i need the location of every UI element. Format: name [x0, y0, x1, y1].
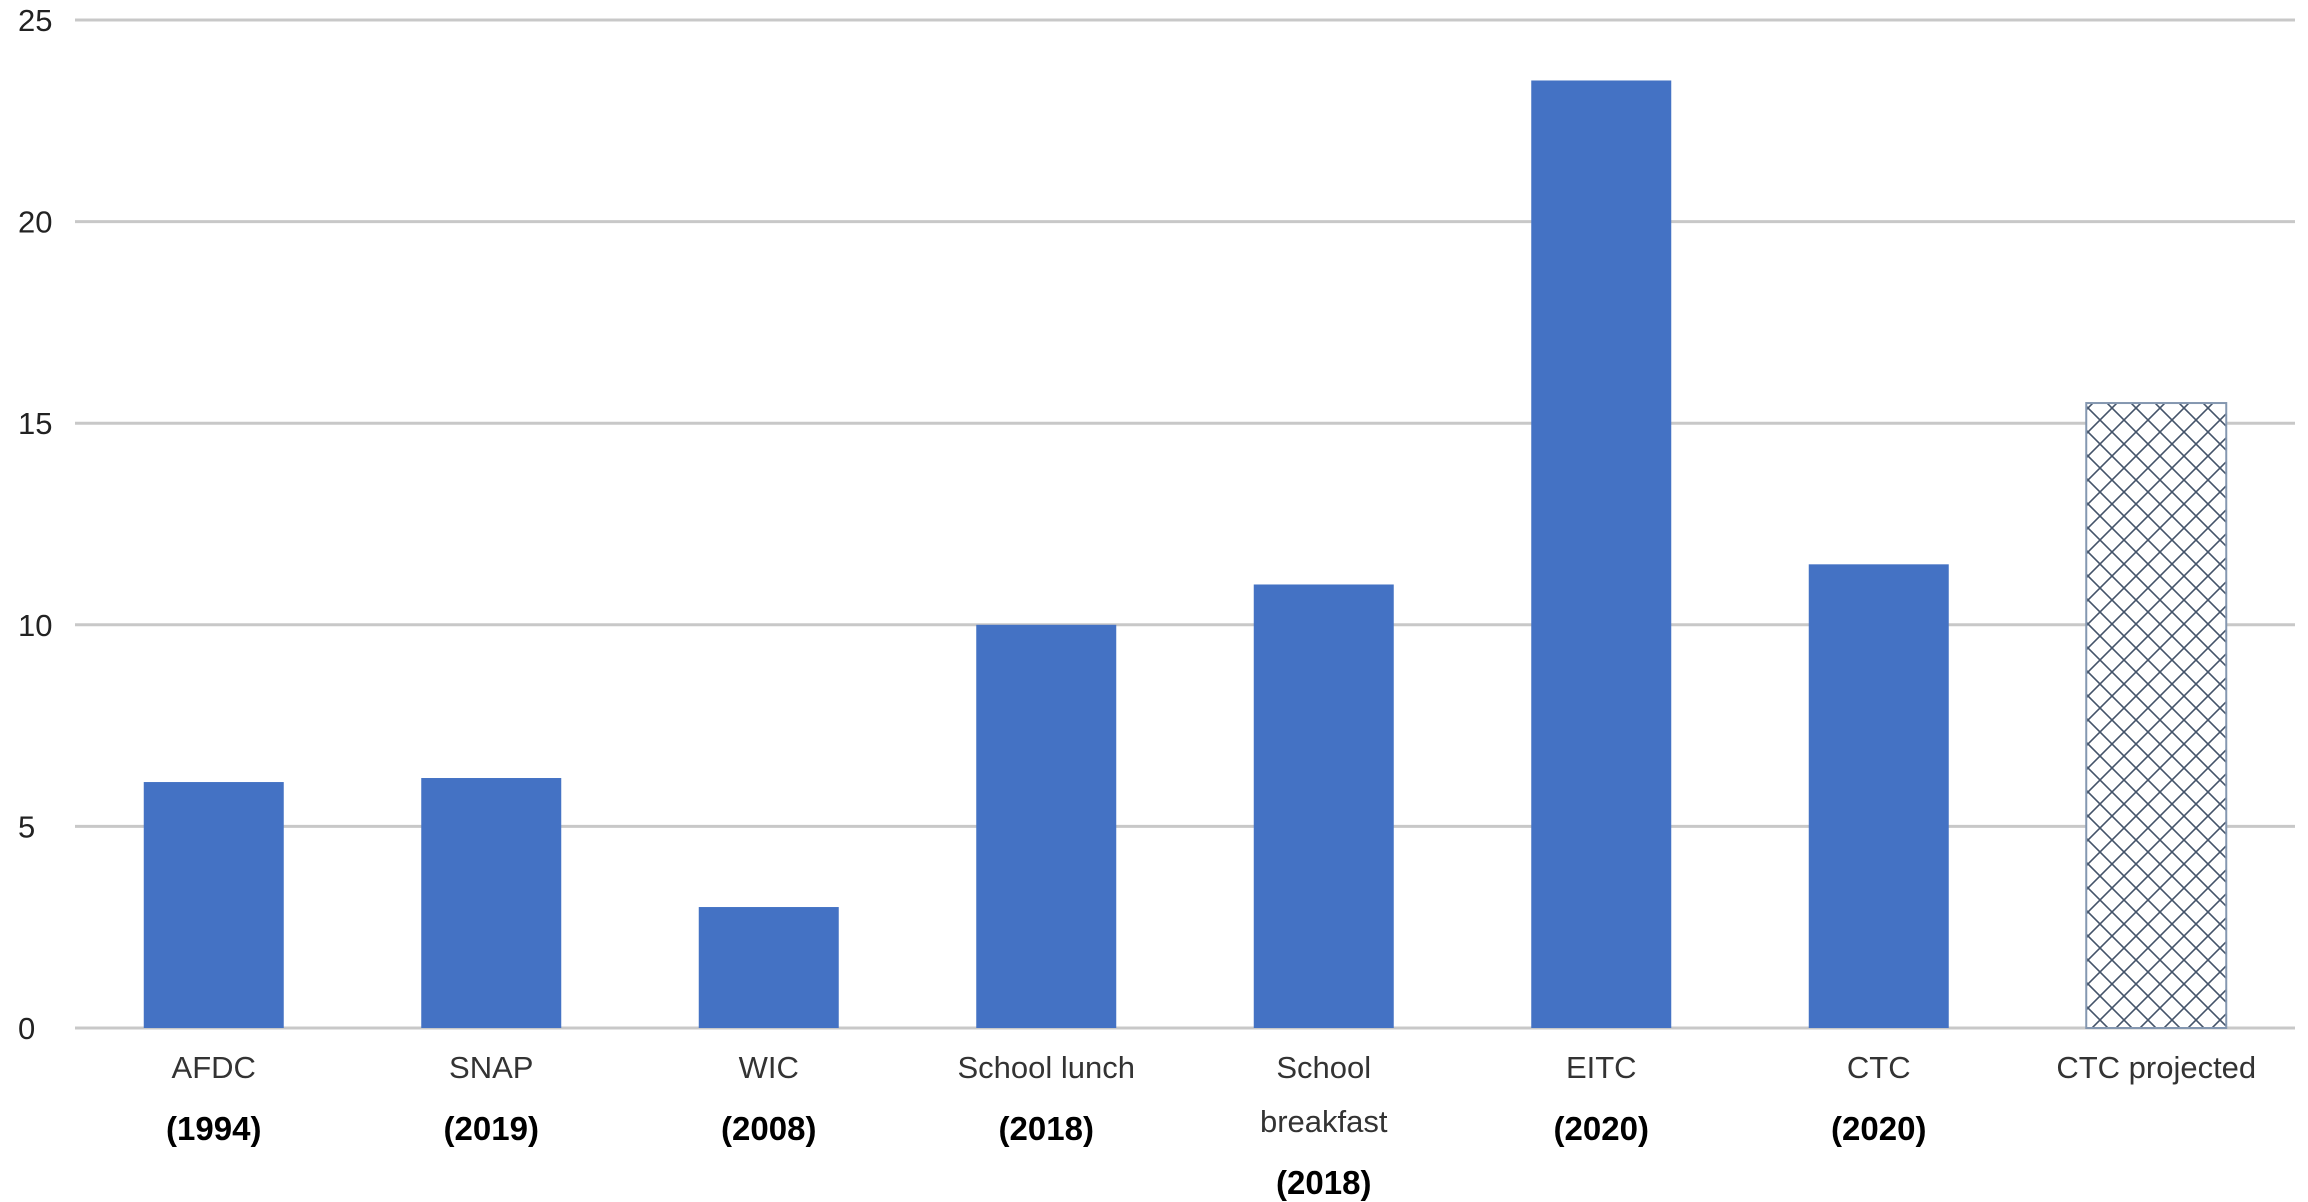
bar-2: [698, 907, 839, 1028]
category-year-label: (1994): [166, 1110, 261, 1147]
category-year-label: (2008): [721, 1110, 816, 1147]
category-label: WIC: [739, 1050, 799, 1085]
category-year-label: (2018): [1276, 1164, 1371, 1201]
y-tick-label: 20: [18, 205, 52, 240]
x-axis-category-labels: AFDC (1994) SNAP (2019) WIC (2008) School lunc…: [166, 1050, 2256, 1201]
y-tick-label: 25: [18, 3, 52, 38]
bar-1: [421, 778, 562, 1028]
bars: [143, 80, 2228, 1030]
y-tick-label: 10: [18, 608, 52, 643]
category-label: SNAP: [449, 1050, 533, 1085]
category-year-label: (2020): [1831, 1110, 1926, 1147]
bar-7: [2085, 402, 2228, 1030]
category-year-label: (2019): [444, 1110, 539, 1147]
category-label: CTC projected: [2056, 1050, 2256, 1085]
y-axis-tick-labels: 0 5 10 15 20 25: [18, 3, 52, 1046]
bar-4: [1253, 584, 1394, 1028]
bar-3: [976, 624, 1117, 1028]
category-label: EITC: [1566, 1050, 1637, 1085]
category-label: CTC: [1847, 1050, 1911, 1085]
category-label: breakfast: [1260, 1104, 1388, 1139]
bar-0: [143, 782, 284, 1028]
category-label: School: [1276, 1050, 1371, 1085]
category-label: School lunch: [957, 1050, 1135, 1085]
bar-5: [1531, 80, 1672, 1029]
category-year-label: (2020): [1554, 1110, 1649, 1147]
y-tick-label: 15: [18, 406, 52, 441]
bar-6: [1808, 564, 1949, 1028]
category-year-label: (2018): [999, 1110, 1094, 1147]
y-tick-label: 0: [18, 1011, 35, 1046]
y-tick-label: 5: [18, 809, 35, 844]
gridlines: [75, 18, 2295, 1030]
category-label: AFDC: [172, 1050, 256, 1085]
